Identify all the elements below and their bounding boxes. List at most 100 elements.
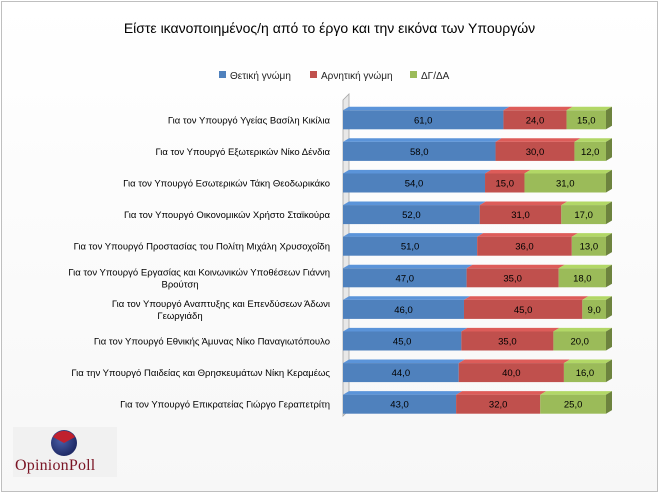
legend-label-dk-na: ΔΓ/ΔΑ [421, 71, 450, 82]
bar-top-face [558, 264, 612, 269]
data-label: 12,0 [581, 147, 600, 158]
category-label: Για τον Υπουργό Εργασίας και Κοινωνικών … [68, 267, 330, 290]
data-label: 9,0 [588, 305, 601, 316]
bar-side-face [606, 359, 612, 383]
bar-side-face [606, 233, 612, 256]
data-label: 25,0 [564, 400, 583, 411]
logo-text: OpinionPoll [15, 457, 96, 474]
bar-segment [343, 236, 478, 256]
bar-top-face [561, 201, 612, 206]
data-label: 58,0 [410, 147, 429, 158]
bar-top-face [553, 327, 612, 332]
category-label: Για τον Υπουργό Επικρατείας Γιώργο Γεραπ… [120, 400, 330, 411]
bar-top-face [461, 327, 560, 332]
bar-top-face [343, 169, 492, 174]
data-label: 46,0 [394, 305, 413, 316]
bar-segment [461, 331, 554, 351]
bar-side-face [606, 264, 612, 288]
legend-swatch-dk-na [410, 71, 417, 78]
bar-side-face [606, 106, 612, 130]
bar-top-face [343, 106, 510, 111]
data-label: 51,0 [401, 242, 420, 253]
bar-segment [343, 363, 459, 383]
bar-segment [343, 205, 480, 225]
data-label: 54,0 [405, 179, 424, 190]
data-label: 24,0 [526, 115, 545, 126]
category-label: Για τον Υπουργό Εξωτερικών Νίκο Δένδια [155, 147, 330, 158]
legend-item-negative: Αρνητική γνώμη [310, 71, 393, 83]
bar-segment [574, 141, 606, 161]
bar-segment [561, 205, 606, 225]
bar-top-face [458, 359, 570, 364]
bar-segment [343, 173, 486, 193]
bar-segment [343, 268, 467, 288]
data-label: 15,0 [577, 115, 596, 126]
data-label: 47,0 [396, 273, 415, 284]
bar-segment [466, 268, 559, 288]
bar-top-face [456, 391, 547, 395]
bar-segment [456, 394, 541, 414]
bar-top-face [540, 391, 612, 395]
bar-segment [503, 110, 567, 130]
bar-segment [524, 173, 606, 193]
data-label: 18,0 [573, 273, 592, 284]
bar-top-face [466, 264, 565, 269]
data-label: 30,0 [526, 147, 545, 158]
bar-segment [485, 173, 525, 193]
category-label: Για τον Υπουργό Εσωτερικών Τάκη Θεοδωρικ… [123, 179, 330, 190]
bar-segment [563, 363, 606, 383]
bar-segment [582, 299, 606, 319]
legend-label-negative: Αρνητική γνώμη [321, 71, 393, 82]
data-label: 32,0 [489, 400, 508, 411]
bar-segment [463, 299, 583, 319]
bar-side-face [606, 391, 612, 414]
logo-mark-icon [51, 430, 77, 456]
bar-segment [343, 141, 496, 161]
legend-swatch-positive [219, 71, 226, 78]
bar-segment [558, 268, 606, 288]
data-label: 13,0 [580, 242, 599, 253]
category-label: Για τον Υπουργό Υγείας Βασίλη Κικίλια [168, 115, 331, 126]
bar-segment [479, 205, 562, 225]
chart-title: Είστε ικανοποιημένος/η από το έργο και τ… [123, 20, 536, 36]
category-label: Για τον Υπουργό Οικονομικών Χρήστο Σταϊκ… [124, 210, 331, 221]
bar-segment [343, 331, 462, 351]
bar-top-face [343, 391, 463, 395]
data-label: 35,0 [503, 273, 522, 284]
bar-top-face [563, 359, 612, 364]
data-label: 36,0 [515, 242, 534, 253]
bar-segment [571, 236, 606, 256]
bar-segment [343, 110, 504, 130]
legend-label-positive: Θετική γνώμη [230, 71, 291, 82]
bar-top-face [485, 169, 531, 174]
category-label: Για τον Υπουργό Εθνικής Άμυνας Νίκο Πανα… [94, 337, 330, 348]
data-label: 45,0 [514, 305, 533, 316]
bar-segment [566, 110, 606, 130]
bar-top-face [463, 296, 589, 300]
bar-top-face [503, 106, 573, 111]
bar-segment [458, 363, 564, 383]
data-label: 35,0 [498, 337, 517, 348]
data-label: 16,0 [576, 368, 595, 379]
legend: Θετική γνώμη Αρνητική γνώμη ΔΓ/ΔΑ [0, 71, 659, 85]
data-label: 43,0 [390, 400, 409, 411]
bar-top-face [343, 359, 465, 364]
bar-top-face [343, 138, 502, 142]
bar-segment [477, 236, 572, 256]
bar-top-face [566, 106, 612, 111]
bar-top-face [571, 233, 612, 237]
bar-top-face [343, 296, 470, 300]
data-label: 61,0 [414, 115, 433, 126]
bar-side-face [606, 296, 612, 319]
bar-top-face [343, 201, 486, 206]
data-label: 40,0 [502, 368, 521, 379]
bar-top-face [477, 233, 578, 237]
data-label: 31,0 [556, 179, 575, 190]
legend-item-positive: Θετική γνώμη [219, 71, 291, 83]
data-label: 15,0 [495, 179, 514, 190]
bar-side-face [606, 169, 612, 193]
category-label: Για την Υπουργό Παιδείας και Θρησκευμάτω… [71, 368, 330, 379]
bar-side-face [606, 201, 612, 225]
data-label: 20,0 [570, 337, 589, 348]
